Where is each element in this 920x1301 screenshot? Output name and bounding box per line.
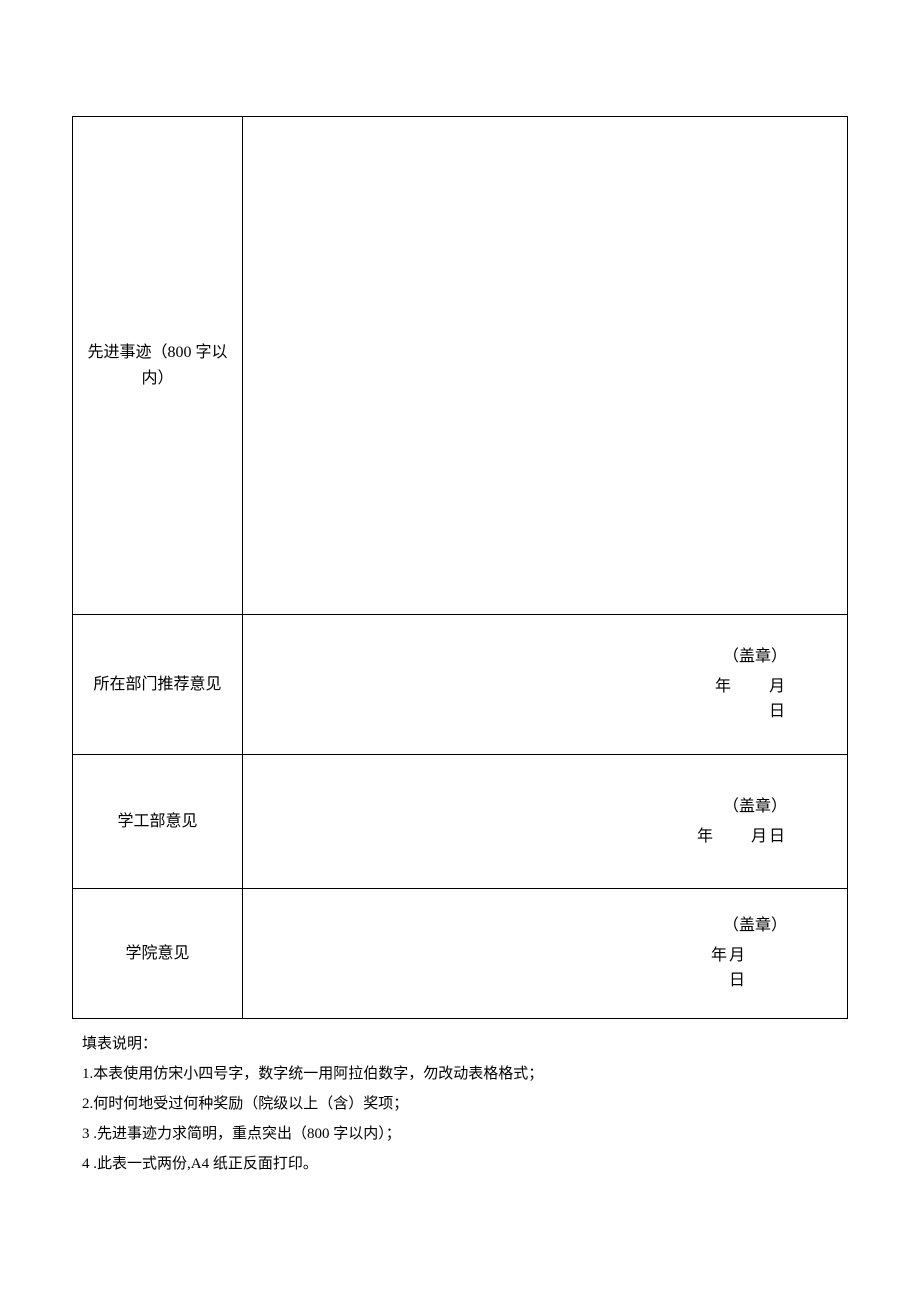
deeds-content-cell: [243, 117, 848, 615]
date-line: 日: [255, 699, 787, 725]
row-label-college-opinion: 学院意见: [73, 889, 243, 1019]
note-item: 2.何时何地受过何种奖励（院级以上（含）奖项；: [82, 1089, 848, 1119]
row-label-student-affairs: 学工部意见: [73, 755, 243, 889]
note-item: 4 .此表一式两份,A4 纸正反面打印。: [82, 1149, 848, 1179]
notes-section: 填表说明： 1.本表使用仿宋小四号字，数字统一用阿拉伯数字，勿改动表格格式； 2…: [72, 1029, 848, 1179]
student-affairs-cell: （盖章） 年 月日: [243, 755, 848, 889]
college-opinion-cell: （盖章） 年月 日: [243, 889, 848, 1019]
date-line: 年 月日: [255, 824, 787, 850]
date-line: 年 月: [255, 674, 787, 700]
table-row: 所在部门推荐意见 （盖章） 年 月 日: [73, 615, 848, 755]
table-row: 学工部意见 （盖章） 年 月日: [73, 755, 848, 889]
table-row: 学院意见 （盖章） 年月 日: [73, 889, 848, 1019]
approval-table: 先进事迹（800 字以内） 所在部门推荐意见 （盖章） 年 月 日 学工部意见 …: [72, 116, 848, 1019]
notes-title: 填表说明：: [82, 1029, 848, 1059]
table-row: 先进事迹（800 字以内）: [73, 117, 848, 615]
row-label-deeds: 先进事迹（800 字以内）: [73, 117, 243, 615]
note-item: 3 .先进事迹力求简明，重点突出（800 字以内）；: [82, 1119, 848, 1149]
seal-block: （盖章） 年月 日: [255, 913, 835, 994]
seal-block: （盖章） 年 月 日: [255, 644, 835, 725]
date-line: 日: [255, 968, 787, 994]
seal-block: （盖章） 年 月日: [255, 794, 835, 849]
seal-text: （盖章）: [255, 794, 787, 820]
note-item: 1.本表使用仿宋小四号字，数字统一用阿拉伯数字，勿改动表格格式；: [82, 1059, 848, 1089]
dept-opinion-cell: （盖章） 年 月 日: [243, 615, 848, 755]
seal-text: （盖章）: [255, 644, 787, 670]
row-label-dept-opinion: 所在部门推荐意见: [73, 615, 243, 755]
date-line: 年月: [255, 943, 787, 969]
seal-text: （盖章）: [255, 913, 787, 939]
